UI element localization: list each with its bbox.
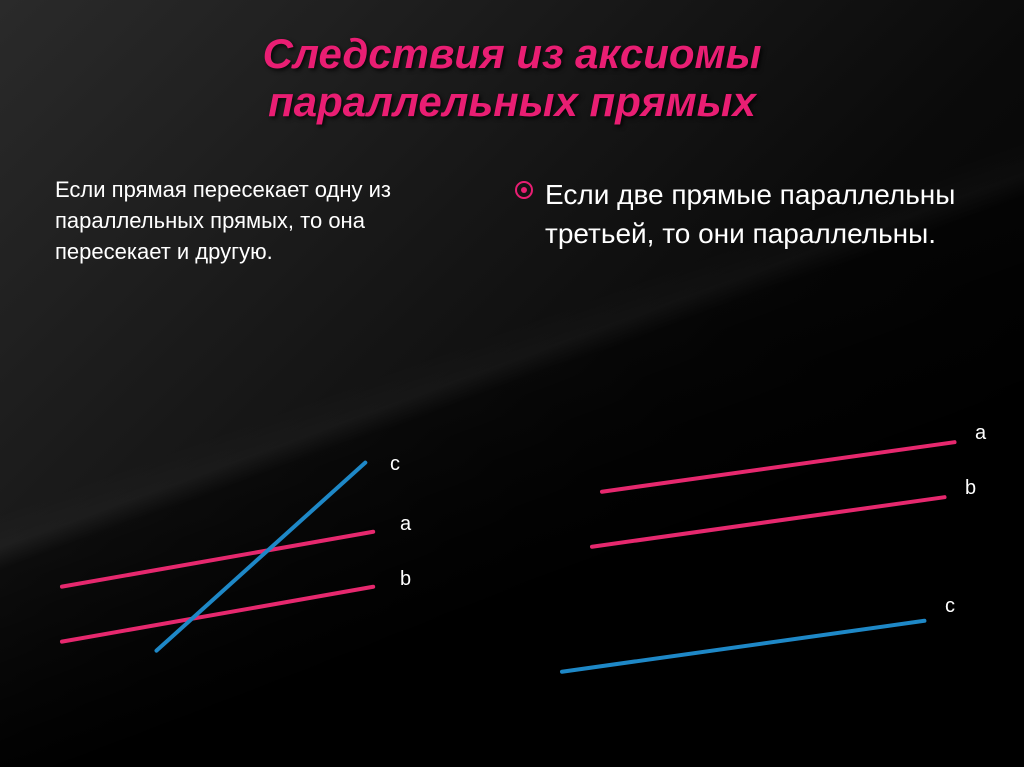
diagram-line — [560, 619, 927, 674]
bullet-inner-dot — [521, 187, 527, 193]
title-line-2: параллельных прямых — [0, 78, 1024, 126]
diagram-intersecting: a b c — [55, 415, 475, 715]
left-statement-text: Если прямая пересекает одну из параллель… — [55, 177, 391, 264]
line-label: a — [400, 513, 411, 536]
slide-title: Следствия из аксиомы параллельных прямых — [0, 30, 1024, 126]
diagram-line — [60, 529, 376, 589]
line-label: c — [945, 595, 955, 618]
left-statement: Если прямая пересекает одну из параллель… — [55, 175, 475, 267]
line-label: c — [390, 453, 400, 476]
bullet-icon — [515, 181, 533, 199]
line-label: a — [975, 422, 986, 445]
title-line-1: Следствия из аксиомы — [0, 30, 1024, 78]
diagram-line — [600, 440, 957, 494]
right-statement: Если две прямые параллельны третьей, то … — [545, 175, 985, 253]
right-statement-text: Если две прямые параллельны третьей, то … — [545, 179, 955, 249]
diagram-line — [590, 495, 947, 549]
line-label: b — [965, 477, 976, 500]
diagram-line — [154, 460, 368, 654]
diagram-parallel: a b c — [540, 415, 990, 715]
line-label: b — [400, 568, 411, 591]
